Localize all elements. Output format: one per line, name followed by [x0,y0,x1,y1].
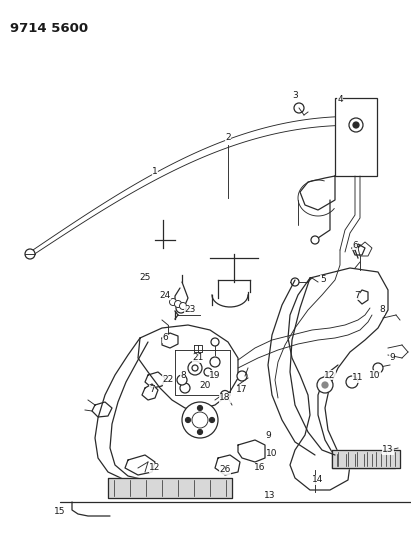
Circle shape [291,278,299,286]
Circle shape [198,430,203,434]
Text: 10: 10 [266,448,278,457]
Text: 3: 3 [292,91,298,100]
Text: 9: 9 [389,353,395,362]
Circle shape [237,371,247,381]
Text: 16: 16 [254,464,266,472]
Text: 10: 10 [369,370,381,379]
Circle shape [322,382,328,388]
Circle shape [294,103,304,113]
Text: 13: 13 [382,446,394,455]
Text: 12: 12 [149,464,161,472]
Text: 15: 15 [54,507,66,516]
Text: 6: 6 [162,334,168,343]
Text: 24: 24 [159,290,171,300]
Text: 9714 5600: 9714 5600 [10,22,88,35]
Circle shape [192,365,198,371]
Text: 6: 6 [352,240,358,249]
Circle shape [349,118,363,132]
Circle shape [176,303,186,313]
Text: 18: 18 [219,393,231,402]
Bar [335,98,377,176]
Text: 11: 11 [352,374,364,383]
Circle shape [353,122,359,128]
Text: 7: 7 [354,290,360,300]
Circle shape [373,363,383,373]
Text: 5: 5 [320,276,326,285]
Text: 7: 7 [149,385,155,394]
Text: 1: 1 [152,167,158,176]
Text: 13: 13 [264,490,276,499]
Circle shape [210,417,215,423]
Text: 21: 21 [192,353,204,362]
Text: 23: 23 [184,305,196,314]
Circle shape [211,338,219,346]
Circle shape [198,406,203,410]
Text: 20: 20 [199,381,211,390]
Circle shape [311,236,319,244]
Text: 12: 12 [324,370,336,379]
Circle shape [317,377,333,393]
Circle shape [204,368,212,376]
Text: 9: 9 [265,431,271,440]
Polygon shape [108,478,232,498]
Circle shape [192,412,208,428]
Circle shape [169,298,176,305]
Text: 19: 19 [209,370,221,379]
Text: 14: 14 [312,475,324,484]
Circle shape [185,417,191,423]
Text: 22: 22 [162,376,173,384]
Text: 4: 4 [337,95,343,104]
Circle shape [180,303,187,310]
Text: 26: 26 [219,465,231,474]
Polygon shape [332,450,400,468]
Text: 8: 8 [379,305,385,314]
Text: 17: 17 [236,385,248,394]
Circle shape [25,249,35,259]
Circle shape [177,375,187,385]
Circle shape [220,391,229,400]
Circle shape [180,383,190,393]
Text: 8: 8 [180,370,186,379]
Polygon shape [332,452,395,468]
Text: 2: 2 [225,133,231,142]
Circle shape [182,402,218,438]
Circle shape [188,361,202,375]
Circle shape [175,301,182,308]
Circle shape [210,357,220,367]
Text: 25: 25 [139,273,151,282]
Circle shape [346,376,358,388]
